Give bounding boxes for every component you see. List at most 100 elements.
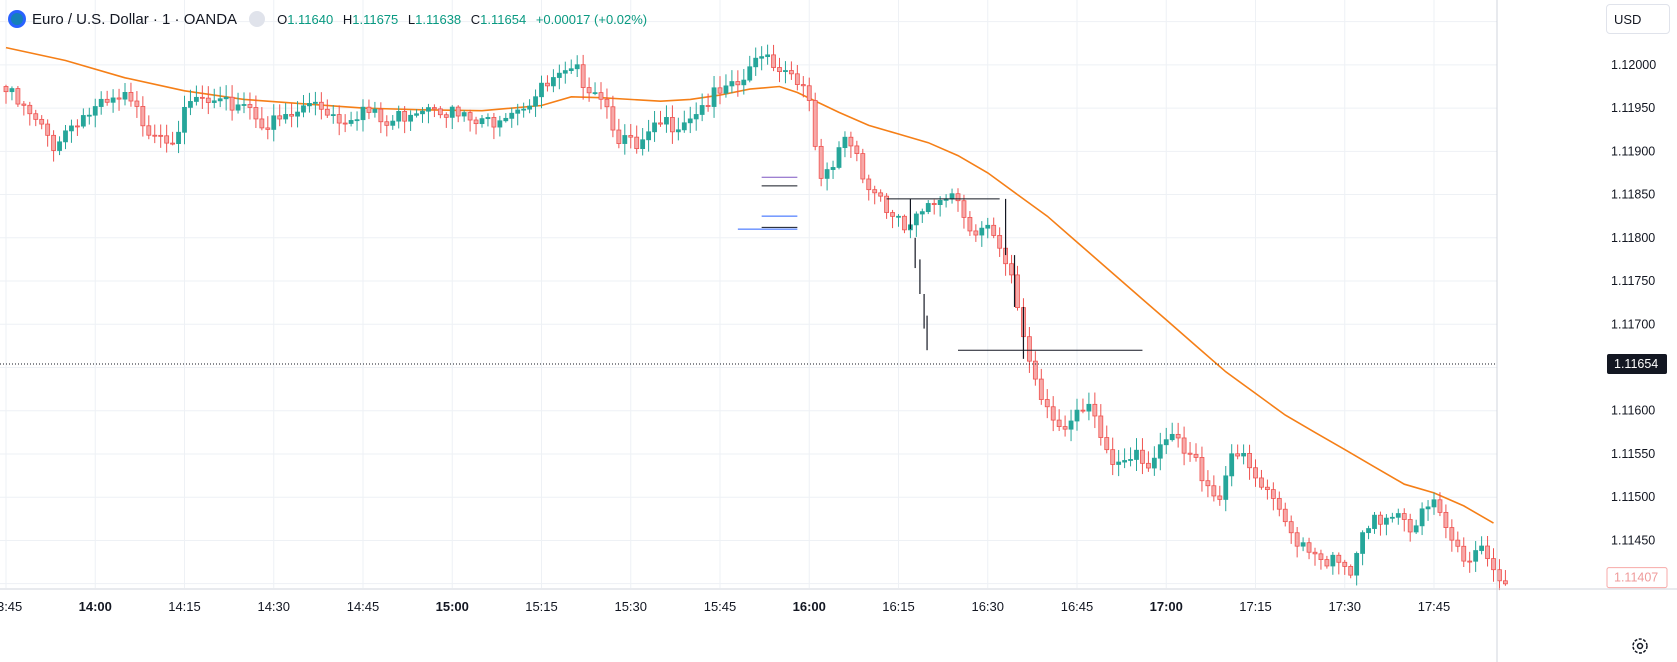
price-tick-label: 1.11950 — [1611, 101, 1655, 115]
symbol-title[interactable]: Euro / U.S. Dollar · 1 · OANDA — [32, 10, 238, 28]
candle — [521, 102, 527, 118]
time-tick-label: 14:45 — [347, 599, 380, 614]
candle — [997, 227, 1003, 257]
candle — [1259, 469, 1264, 490]
candle-body — [1074, 409, 1080, 422]
candle-body — [1413, 525, 1419, 533]
candle — [1050, 396, 1056, 432]
candle-body — [51, 134, 56, 151]
candle-body — [1378, 514, 1383, 525]
price-tick-label: 1.11900 — [1611, 144, 1655, 158]
candle — [592, 82, 598, 96]
candle-body — [1265, 486, 1270, 491]
candle — [670, 105, 675, 144]
candle-body — [1080, 409, 1086, 412]
candle — [360, 99, 366, 132]
candle-body — [1455, 539, 1461, 547]
candle — [783, 61, 788, 84]
candle-body — [27, 104, 33, 115]
candle — [1134, 438, 1139, 472]
candle-body — [182, 106, 187, 133]
candle-body — [997, 235, 1003, 249]
candle-body — [33, 113, 39, 120]
candle-body — [122, 92, 128, 100]
candle — [390, 114, 396, 130]
candle — [925, 200, 931, 215]
candle — [271, 104, 277, 142]
currency-button[interactable]: USD — [1606, 4, 1670, 34]
candle-body — [1068, 420, 1074, 430]
candle-body — [1294, 532, 1300, 547]
candle-body — [420, 110, 425, 115]
candle — [497, 115, 503, 137]
candle — [69, 119, 74, 143]
high-value: 1.11675 — [352, 11, 399, 27]
candle-body — [598, 92, 604, 100]
candle — [896, 214, 901, 227]
candle — [223, 85, 229, 111]
candle — [741, 69, 747, 95]
time-tick-label: 16:15 — [882, 599, 915, 614]
candle-body — [634, 136, 640, 150]
candle — [116, 88, 122, 111]
candle-body — [1235, 453, 1241, 457]
candle — [604, 88, 610, 119]
candle — [723, 74, 729, 98]
candle — [717, 76, 723, 105]
candle — [1128, 447, 1133, 467]
candle-body — [1128, 459, 1133, 461]
price-tick-label: 1.11700 — [1611, 317, 1655, 331]
candle-body — [1419, 508, 1425, 527]
candle — [1300, 537, 1306, 552]
candle — [1104, 425, 1110, 454]
candle-body — [390, 120, 396, 126]
open-value: 1.11640 — [287, 11, 334, 27]
candle — [836, 141, 842, 170]
candle — [562, 61, 568, 84]
candle — [33, 109, 39, 127]
candle-body — [1146, 462, 1151, 469]
candle-body — [199, 96, 205, 99]
candle-body — [104, 98, 110, 103]
candle — [241, 92, 247, 114]
candle — [378, 102, 384, 134]
candle-body — [1300, 542, 1306, 547]
candle-body — [39, 118, 45, 125]
candle-body — [1473, 550, 1479, 562]
candle-body — [539, 82, 544, 98]
candle — [872, 185, 878, 205]
candle-body — [1175, 433, 1181, 439]
candle-body — [765, 54, 770, 58]
candle-body — [128, 92, 134, 102]
candle-body — [985, 224, 991, 229]
candle — [961, 194, 967, 229]
candle-body — [652, 122, 657, 133]
candle-body — [1354, 553, 1360, 576]
candle — [675, 117, 681, 141]
candle — [312, 91, 318, 116]
candle — [211, 88, 217, 109]
candle — [420, 107, 425, 123]
candle-body — [75, 125, 80, 128]
candle — [652, 110, 657, 142]
candle-body — [533, 96, 538, 107]
candle-body — [884, 195, 889, 213]
candle-body — [1163, 439, 1169, 446]
candle-body — [961, 200, 967, 218]
candle — [366, 99, 372, 120]
candle-body — [1009, 263, 1014, 276]
candle-body — [1497, 569, 1502, 582]
candle-body — [1491, 558, 1496, 571]
drawing-tools[interactable] — [737, 176, 1143, 359]
candle-body — [1187, 452, 1193, 455]
candle — [1015, 265, 1020, 311]
candle-body — [1342, 561, 1348, 567]
visibility-icon[interactable] — [249, 11, 266, 27]
candle — [134, 91, 140, 118]
settings-button[interactable] — [1628, 634, 1652, 658]
candle — [1146, 451, 1151, 472]
candle-body — [1050, 406, 1056, 421]
candle — [158, 124, 164, 148]
candle — [556, 64, 562, 90]
